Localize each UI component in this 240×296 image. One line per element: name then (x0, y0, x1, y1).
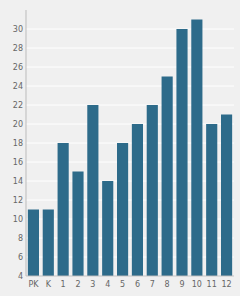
bar (162, 77, 173, 277)
chart: 4681012141618202224262830PKK123456789101… (0, 0, 240, 296)
bar (147, 105, 158, 276)
y-tick-label: 24 (13, 82, 23, 91)
bar (43, 210, 54, 277)
y-tick-label: 8 (18, 234, 23, 243)
grid-line (26, 219, 234, 220)
bar (117, 143, 128, 276)
y-tick-label: 12 (13, 196, 23, 205)
bar (191, 20, 202, 277)
y-tick-label: 4 (18, 272, 23, 281)
bar (102, 181, 113, 276)
x-tick-label: 6 (135, 280, 140, 289)
x-tick-label: 2 (75, 280, 80, 289)
y-tick-label: 10 (13, 215, 23, 224)
x-tick-label: 10 (192, 280, 202, 289)
bar (72, 172, 83, 277)
bar (221, 115, 232, 277)
grid-line (26, 143, 234, 144)
y-tick-label: 26 (13, 63, 23, 72)
x-tick-label: 7 (150, 280, 155, 289)
x-tick-label: 8 (165, 280, 170, 289)
y-tick-label: 18 (13, 139, 23, 148)
x-tick-label: PK (28, 280, 39, 289)
y-tick-label: 28 (13, 44, 23, 53)
bar (58, 143, 69, 276)
bar (176, 29, 187, 276)
y-tick-label: 16 (13, 158, 23, 167)
grid-line (26, 48, 234, 49)
x-tick-label: 12 (221, 280, 231, 289)
y-tick-label: 6 (18, 253, 23, 262)
x-tick-label: 3 (90, 280, 95, 289)
grid (26, 29, 234, 276)
bar (28, 210, 39, 277)
grid-line (26, 162, 234, 163)
grid-line (26, 276, 234, 277)
grid-line (26, 181, 234, 182)
grid-line (26, 124, 234, 125)
grid-line (26, 200, 234, 201)
bar (206, 124, 217, 276)
grid-line (26, 29, 234, 30)
grid-line (26, 238, 234, 239)
x-tick-label: 1 (61, 280, 66, 289)
x-tick-label: 9 (179, 280, 184, 289)
y-tick-label: 14 (13, 177, 23, 186)
x-axis-line (26, 276, 234, 277)
x-tick-label: 5 (120, 280, 125, 289)
grid-line (26, 67, 234, 68)
y-axis-line (26, 10, 27, 276)
grid-line (26, 86, 234, 87)
x-tick-label: 4 (105, 280, 110, 289)
bars (28, 20, 232, 277)
grid-line (26, 257, 234, 258)
grid-line (26, 105, 234, 106)
y-tick-label: 22 (13, 101, 23, 110)
bar (87, 105, 98, 276)
x-tick-label: K (46, 280, 52, 289)
y-tick-label: 30 (13, 25, 23, 34)
y-tick-label: 20 (13, 120, 23, 129)
bar (132, 124, 143, 276)
x-tick-label: 11 (207, 280, 217, 289)
